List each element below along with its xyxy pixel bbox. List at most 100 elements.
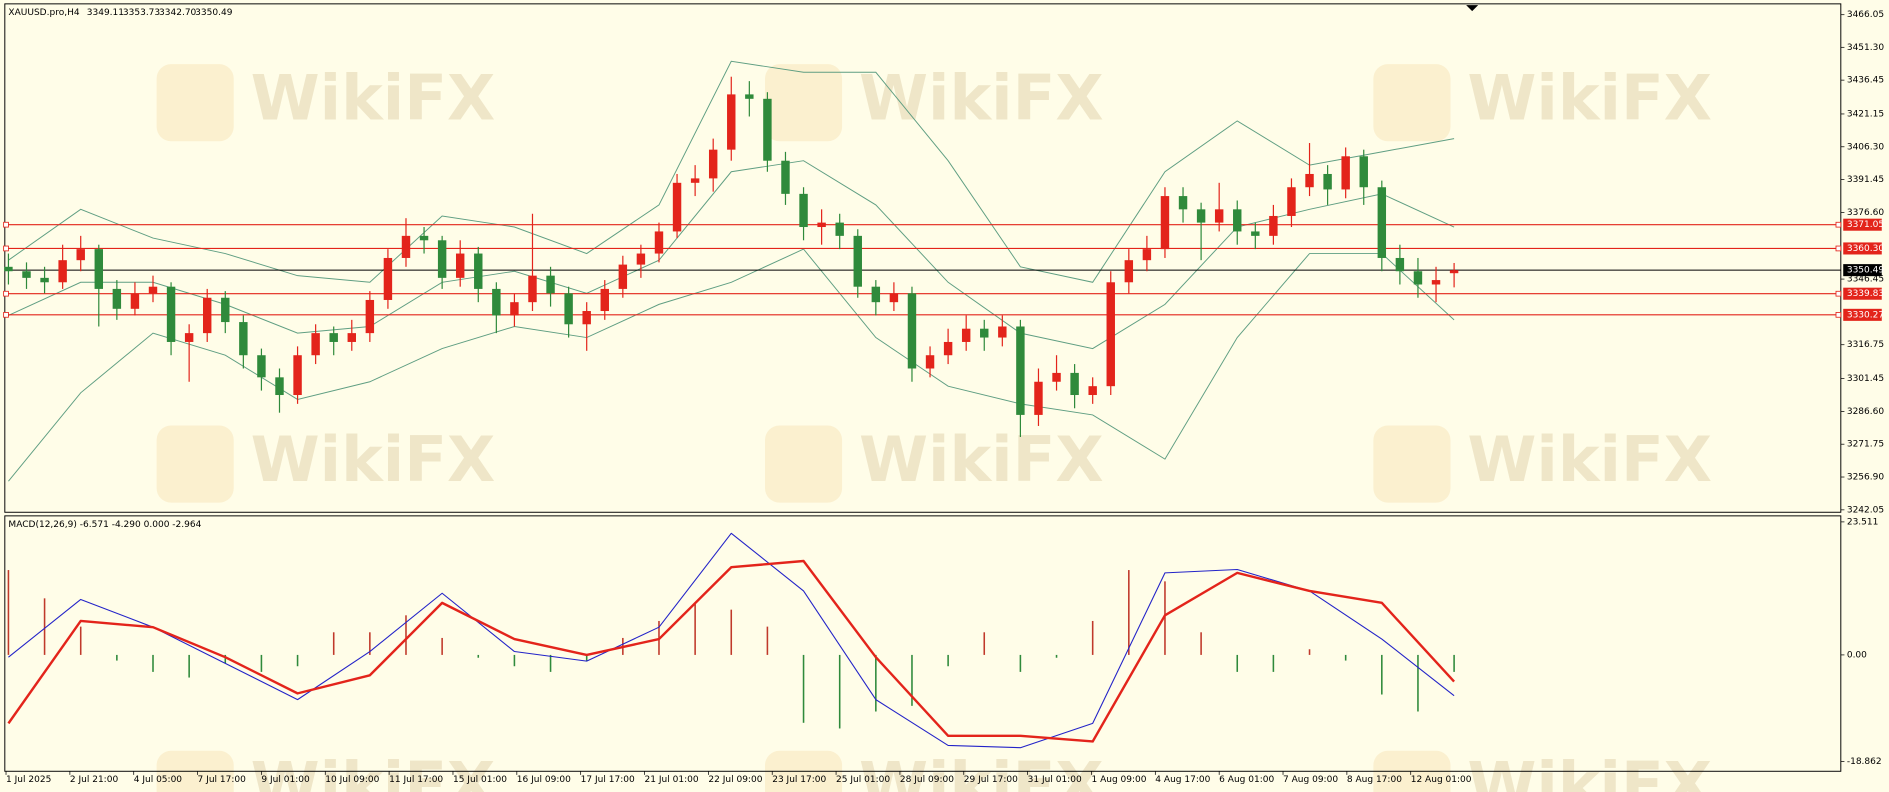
y-tick-label: 3406.30 [1847,142,1885,152]
macd-panel [4,515,1842,772]
macd-line [8,532,1455,749]
candle-body [130,293,140,309]
candle-body [708,149,718,179]
watermark: WikiFX [251,423,496,496]
y-tick-label: 3451.30 [1847,43,1885,53]
watermark: WikiFX [859,62,1104,135]
candle-body [1431,280,1441,285]
candle-body [799,193,808,228]
candle-body [112,288,122,309]
candle-body [148,286,158,294]
x-tick-label: 12 Aug 01:00 [1411,775,1472,785]
watermark-logo [764,64,843,142]
x-tick-label: 25 Jul 01:00 [836,775,890,785]
candle-body [1088,386,1097,396]
candle-body [1196,209,1206,223]
watermark-logo [156,425,234,503]
x-tick-label: 31 Jul 01:00 [1028,775,1082,785]
x-tick-label: 8 Aug 17:00 [1347,775,1402,785]
candle-body [781,160,790,194]
level-tag [1843,308,1882,321]
candle-body [1251,231,1260,236]
candle-body [1341,156,1350,190]
candle-body [311,333,320,356]
x-tick-label: 7 Aug 09:00 [1283,775,1338,785]
x-tick-label: 22 Jul 09:00 [708,775,762,785]
candle-body [257,355,266,378]
candle-body [1106,282,1115,387]
candle-body [1287,187,1296,216]
candle-body [1016,326,1025,415]
level-label: 3330.27 [1847,310,1884,320]
candle-body [1124,260,1134,283]
candle-body [1305,173,1314,188]
candle-body [492,288,501,316]
level-tag [1843,242,1882,255]
watermarks: WikiFX WikiFX WikiFX WikiFX WikiFX WikiFX Wiki… [156,62,1712,792]
candle-body [546,275,555,294]
level-end [3,312,9,318]
candle-body [22,271,31,278]
y-tick-label: 3346.45 [1847,275,1884,285]
candle-body [1178,196,1188,210]
candle-body [1070,372,1079,396]
y-tick-label: 23.511 [1847,517,1879,527]
candle-body [690,178,700,183]
level-end [3,245,9,252]
ohlc-value: 3349.11 [87,8,124,18]
x-tick-label: 6 Aug 01:00 [1219,775,1274,785]
x-tick-label: 15 Jul 01:00 [453,775,507,785]
candle-body [889,293,899,303]
candle-body [401,235,411,258]
candle-body [672,182,682,232]
y-tick-label: 3256.90 [1847,473,1885,483]
y-tick-label: 3376.60 [1847,208,1885,218]
watermark-logo [1373,64,1451,142]
candle-body [1233,209,1242,232]
watermark: WikiFX [859,748,1104,792]
shift-marker [1466,5,1479,12]
candle-body [40,277,49,283]
candle-body [961,328,971,342]
watermark-logo [764,425,843,503]
watermark-logo [1373,425,1451,503]
y-tick-label: -18.862 [1847,757,1882,767]
candle-body [221,297,230,323]
candle-body [184,333,194,342]
candle-body [76,249,85,261]
level-end [3,290,9,297]
candle-body [510,302,519,316]
candle-body [347,333,356,342]
candle-body [618,264,628,289]
candle-body [1395,257,1405,272]
candle-body [58,260,67,283]
candle-body [727,94,736,150]
x-tick-label: 1 Jul 2025 [6,775,51,785]
candle-body [455,253,465,278]
x-tick-label: 9 Jul 01:00 [261,775,310,785]
candle-body [365,299,375,334]
watermark: WikiFX [1467,748,1712,792]
candle-body [275,377,284,396]
x-tick-label: 4 Aug 17:00 [1155,775,1210,785]
y-tick-label: 0.00 [1847,650,1867,660]
candle-body [4,266,13,272]
bollinger-band [8,60,1455,283]
ohlc-value: 3353.73 [123,8,161,18]
candle-body [745,94,754,99]
macd-line [7,559,1455,743]
bollinger-band [8,248,1455,482]
y-tick-label: 3271.75 [1847,440,1884,450]
candle-body [437,240,447,278]
current-price-label: 3350.49 [1847,266,1885,276]
x-tick-label: 4 Jul 05:00 [134,775,183,785]
candle-body [239,322,248,356]
level-end [1835,312,1842,318]
candle-body [925,355,935,369]
symbol-title: XAUUSD.pro,H4 [8,8,79,18]
candle-body [383,257,393,300]
level-label: 3339.83 [1847,289,1885,299]
y-tick-label: 3301.45 [1847,374,1884,384]
